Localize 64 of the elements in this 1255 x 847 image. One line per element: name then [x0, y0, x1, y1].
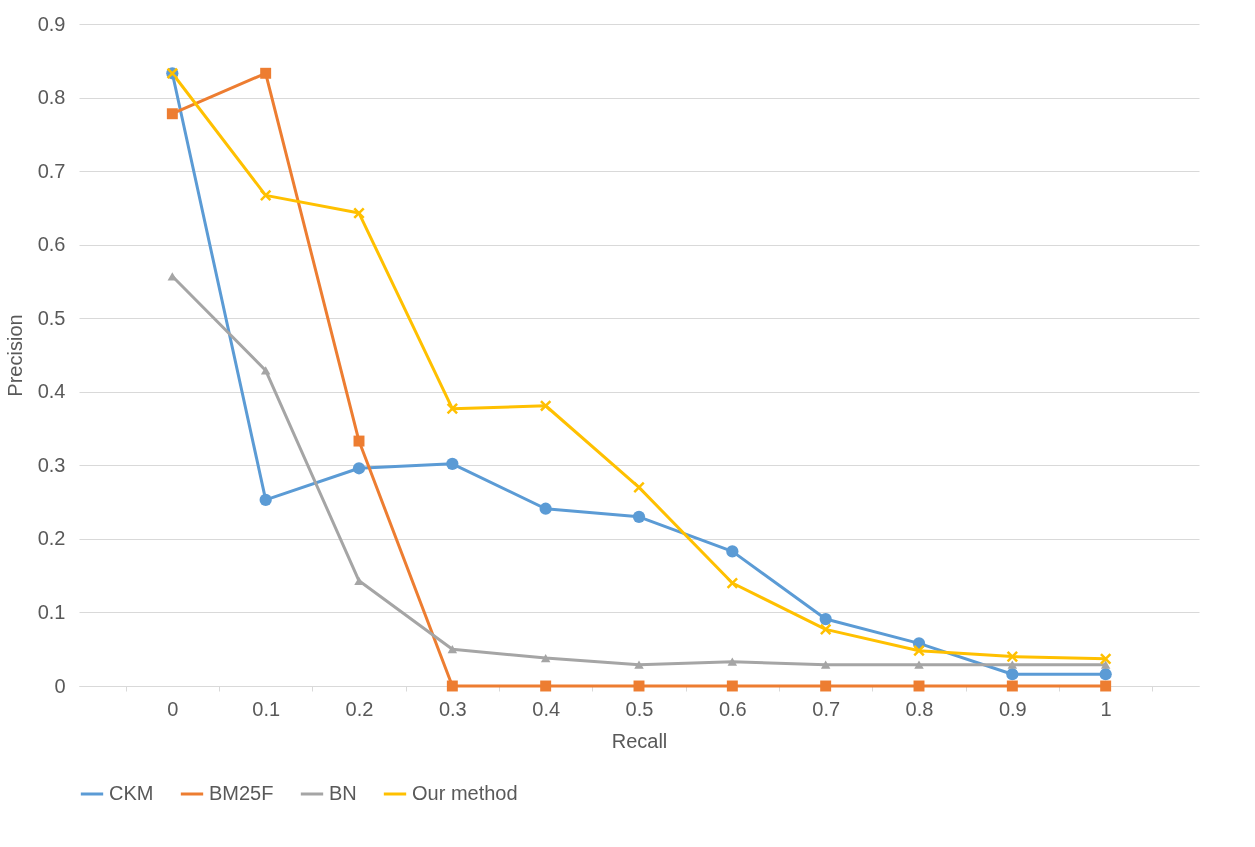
x-tick-label: 0.5	[625, 697, 654, 720]
point	[352, 462, 366, 475]
point	[539, 502, 552, 515]
point	[727, 657, 738, 666]
x-tick-label: 0.7	[812, 697, 841, 720]
point	[539, 399, 552, 412]
point	[819, 612, 832, 626]
y-tick-label: 0.1	[37, 600, 66, 623]
x-axis-title: Recall	[611, 729, 668, 752]
y-tick-label: 0.6	[37, 233, 66, 256]
point	[1100, 660, 1111, 669]
point	[1099, 652, 1112, 665]
y-tick-label: 0.4	[37, 380, 66, 403]
point	[913, 644, 925, 657]
point	[726, 545, 739, 558]
point	[1006, 680, 1018, 692]
x-tick-label: 0.1	[252, 697, 281, 720]
legend-label: CKM	[109, 782, 154, 804]
point	[819, 623, 832, 636]
y-tick-label: 0	[54, 674, 66, 697]
point	[1007, 660, 1018, 669]
point	[540, 680, 552, 692]
point	[726, 577, 739, 590]
point	[446, 402, 459, 415]
x-tick-label: 0.3	[438, 697, 467, 720]
point	[632, 510, 646, 523]
x-tick-label: 0.4	[532, 697, 561, 720]
point	[259, 493, 272, 507]
y-axis-title: Precision	[3, 314, 26, 397]
point	[914, 660, 924, 669]
point	[259, 189, 272, 202]
y-tick-label: 0.3	[37, 453, 66, 476]
point	[634, 660, 644, 669]
legend-label: Our method	[412, 782, 518, 804]
point	[1099, 668, 1112, 681]
point	[446, 680, 458, 692]
y-tick-label: 0.9	[37, 12, 66, 35]
legend-label: BM25F	[209, 782, 274, 804]
y-tick-label: 0.2	[37, 527, 66, 550]
point	[447, 645, 458, 654]
point	[820, 680, 832, 692]
point	[166, 108, 178, 120]
x-tick-label: 0.8	[905, 697, 934, 720]
point	[260, 366, 271, 375]
point	[353, 207, 365, 220]
y-tick-label: 0.7	[37, 159, 66, 182]
point	[820, 660, 831, 669]
point	[446, 457, 459, 470]
x-tick-label: 0	[167, 697, 179, 720]
point	[540, 653, 551, 663]
legend-label: BN	[329, 782, 357, 804]
point	[1100, 680, 1112, 692]
x-tick-label: 1	[1100, 697, 1112, 720]
y-tick-label: 0.5	[37, 306, 66, 329]
y-tick-label: 0.8	[37, 86, 66, 109]
point	[353, 435, 365, 447]
point	[726, 680, 738, 692]
point	[1006, 668, 1019, 681]
point	[1006, 650, 1019, 663]
x-tick-label: 0.2	[345, 697, 374, 720]
point	[633, 481, 645, 494]
point	[260, 67, 272, 79]
x-tick-label: 0.9	[998, 697, 1027, 720]
x-tick-label: 0.6	[718, 697, 747, 720]
